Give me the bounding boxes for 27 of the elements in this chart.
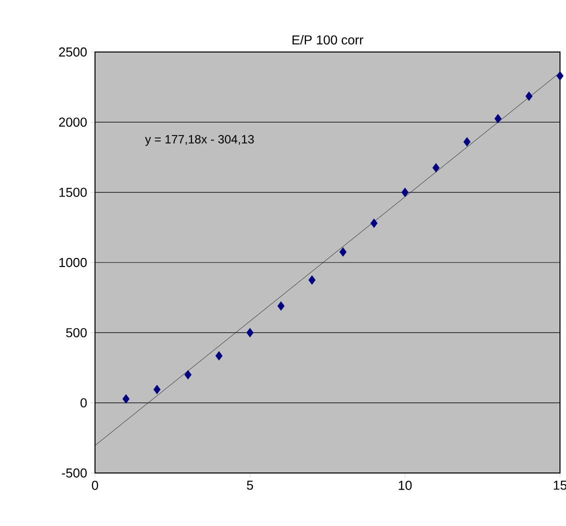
point: [277, 301, 285, 311]
point: [153, 384, 161, 394]
y-tick-label: 1500: [59, 188, 87, 197]
x-tick-label: 10: [398, 480, 412, 490]
chart-title: E/P 100 corr: [292, 34, 364, 44]
y-tick-label: 0: [80, 398, 87, 408]
point: [432, 163, 440, 172]
annotation: y = 177,18x - 304,13: [145, 135, 254, 146]
point: [370, 218, 378, 228]
point: [184, 370, 192, 380]
point: [494, 114, 502, 124]
y-tick-label: 1000: [59, 258, 87, 268]
y-tick-label: -500: [62, 468, 87, 478]
point: [401, 188, 409, 198]
point: [339, 247, 347, 257]
point: [122, 394, 130, 404]
point: [246, 328, 254, 338]
y-tick-label: 2000: [59, 118, 87, 127]
x-tick-label: 0: [92, 480, 98, 490]
x-tick-label: 5: [246, 480, 254, 490]
point: [308, 275, 316, 285]
point: [215, 351, 223, 361]
point: [525, 92, 533, 101]
point: [463, 137, 471, 146]
point: [556, 71, 564, 81]
y-tick-label: 500: [66, 328, 87, 338]
y-tick-label: 2500: [59, 47, 87, 57]
